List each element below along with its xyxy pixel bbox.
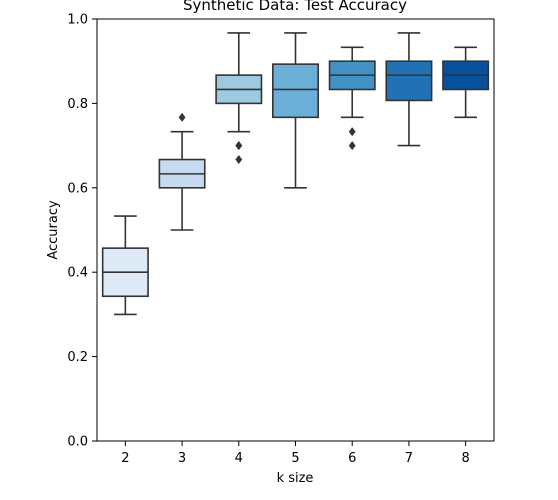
x-axis: 2 3 4 5 6 7 8 — [121, 441, 470, 466]
y-axis-label: Accuracy — [46, 200, 61, 260]
box-k-2 — [101, 215, 149, 316]
box-k-3 — [158, 112, 206, 231]
x-tick-label: 2 — [121, 451, 129, 466]
outlier-point — [235, 154, 243, 165]
y-tick-label: 0.2 — [67, 350, 88, 365]
box-k-7 — [385, 32, 433, 147]
box-k-4 — [215, 32, 263, 165]
x-axis-label: k size — [277, 471, 314, 486]
y-axis: 0.0 0.2 0.4 0.6 0.8 1.0 — [67, 13, 97, 450]
iqr-box — [272, 63, 319, 119]
x-tick-label: 3 — [178, 451, 186, 466]
plot-frame — [96, 18, 495, 442]
outlier-point — [348, 140, 356, 151]
outlier-point — [178, 112, 186, 122]
box-k-8 — [442, 46, 490, 119]
x-tick-label: 7 — [405, 451, 413, 466]
chart-title: Synthetic Data: Test Accuracy — [183, 0, 407, 14]
y-tick-label: 0.8 — [67, 97, 88, 112]
y-tick-label: 1.0 — [67, 13, 88, 28]
iqr-box — [385, 60, 433, 102]
y-tick-label: 0.4 — [67, 266, 88, 281]
x-tick-label: 8 — [462, 451, 470, 466]
y-tick-label: 0.0 — [67, 435, 88, 450]
plot-area — [101, 32, 490, 316]
x-tick-label: 5 — [291, 451, 299, 466]
outlier-point — [235, 140, 243, 151]
y-tick-label: 0.6 — [67, 181, 88, 196]
outlier-point — [348, 127, 356, 137]
x-tick-label: 6 — [348, 451, 356, 466]
box-k-5 — [272, 32, 319, 189]
box-k-6 — [328, 46, 376, 151]
x-tick-label: 4 — [235, 451, 243, 466]
